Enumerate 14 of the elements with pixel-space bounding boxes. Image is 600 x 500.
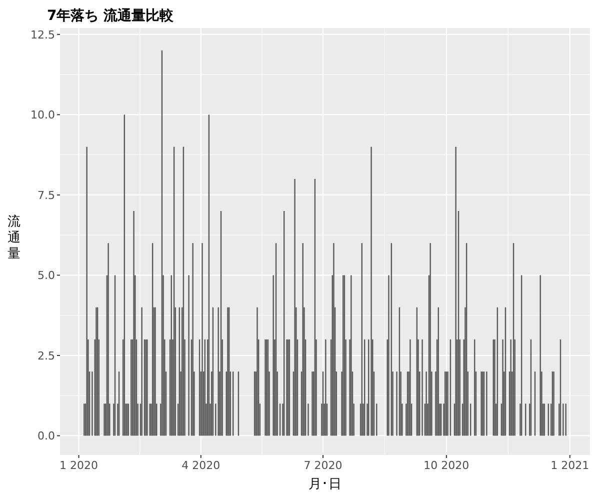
y-tick-label: 10.0 [30,108,55,122]
x-tick-label: 1 2021 [550,459,590,472]
y-tick-label: 12.5 [30,28,55,42]
x-tick-label: 1 2020 [60,459,98,472]
y-axis-title: 流通量 [8,214,20,262]
x-axis-title: 月･日 [308,477,342,492]
y-tick-label: 7.5 [38,188,55,202]
y-tick-label: 2.5 [38,349,55,362]
x-tick-label: 10 2020 [424,459,470,472]
y-tick-label: 5.0 [38,269,55,282]
x-tick-label: 7 2020 [304,459,342,472]
x-tick-label: 4 2020 [182,459,220,472]
y-tick-label: 0.0 [38,430,55,443]
chart-title: 7年落ち 流通量比較 [47,7,175,24]
